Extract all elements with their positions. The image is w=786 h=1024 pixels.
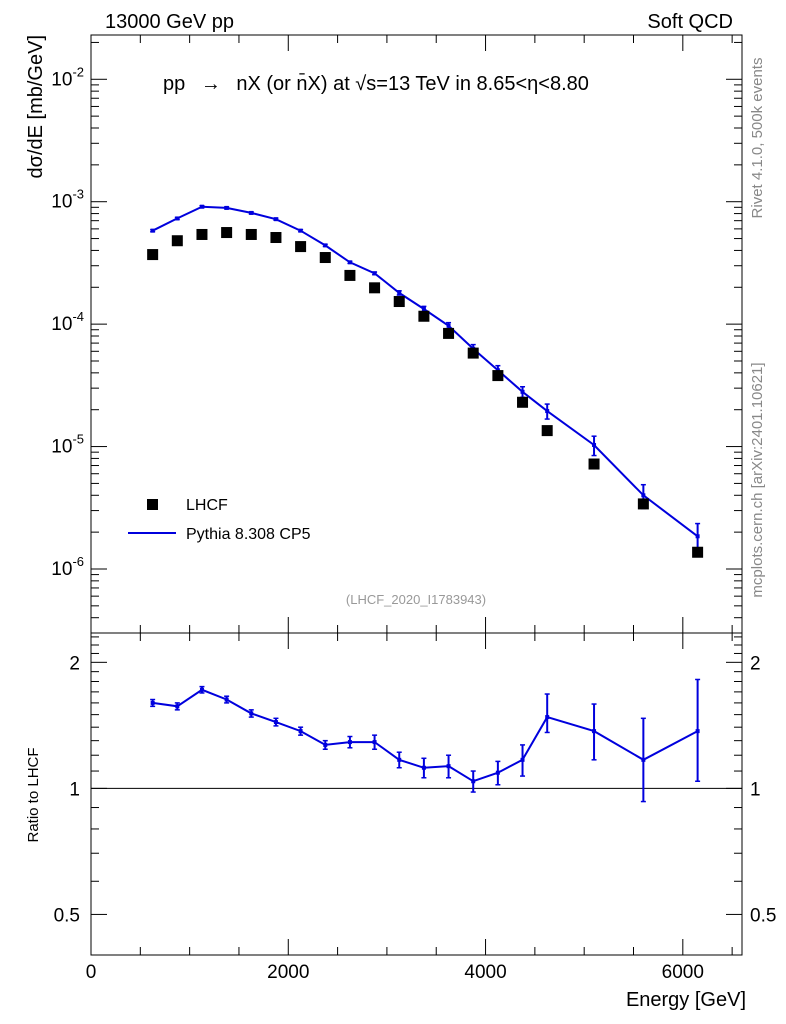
ratio-point <box>520 757 525 762</box>
ratio-point <box>175 704 180 709</box>
mc-series-line <box>152 205 699 538</box>
lhcf-data-point <box>517 396 529 408</box>
ratio-point <box>347 740 352 745</box>
lhcf-data-point <box>443 327 455 339</box>
legend-pythia-label: Pythia 8.308 CP5 <box>186 526 311 543</box>
ratio-point <box>298 729 303 734</box>
ratio-ylabel: Ratio to LHCF <box>25 747 42 842</box>
lhcf-data-point <box>295 241 307 253</box>
ratio-point <box>695 729 700 734</box>
legend-data-marker <box>147 499 158 510</box>
lhcf-data-point <box>588 458 600 470</box>
mc-point <box>421 306 426 311</box>
lhcf-data-point <box>196 228 208 240</box>
ratio-point <box>397 757 402 762</box>
mc-point <box>347 260 352 265</box>
lhcf-data-point <box>221 227 233 239</box>
ratio-ytick-label-right: 2 <box>750 653 761 674</box>
ratio-point <box>471 779 476 784</box>
main-ytick-label: 10-4 <box>51 309 84 335</box>
x-tick-label: 4000 <box>464 962 506 983</box>
mc-point <box>298 228 303 233</box>
ratio-point <box>495 770 500 775</box>
ratio-plot-frame <box>90 632 743 956</box>
lhcf-data-point <box>541 425 553 437</box>
mc-point <box>446 323 451 328</box>
lhcf-data-point <box>245 228 257 240</box>
ratio-ytick-label-right: 0.5 <box>750 905 776 926</box>
ratio-ytick-label-left: 2 <box>69 653 80 674</box>
mc-point <box>520 389 525 394</box>
x-tick-label: 2000 <box>267 962 309 983</box>
mc-point <box>175 216 180 221</box>
main-ytick-label: 10-6 <box>51 554 84 580</box>
mc-point <box>545 409 550 414</box>
lhcf-data-point <box>319 252 331 264</box>
ratio-point <box>323 742 328 747</box>
main-ylabel: dσ/dE [mb/GeV] <box>25 35 47 179</box>
main-ytick-label: 10-2 <box>51 64 84 90</box>
header-right: Soft QCD <box>647 11 733 33</box>
lhcf-data-point <box>344 269 356 281</box>
ratio-ytick-label-right: 1 <box>750 779 761 800</box>
mc-point <box>592 442 597 447</box>
lhcf-data-point <box>171 235 183 247</box>
mc-point <box>199 204 204 209</box>
mc-point <box>249 210 254 215</box>
ratio-point <box>150 700 155 705</box>
ratio-point <box>224 697 229 702</box>
ratio-point <box>199 687 204 692</box>
ratio-ytick-label-left: 0.5 <box>54 905 80 926</box>
main-ytick-label: 10-5 <box>51 432 84 458</box>
lhcf-data-point <box>492 370 504 382</box>
lhcf-data-point <box>418 310 430 322</box>
ratio-point <box>592 729 597 734</box>
mc-point <box>323 243 328 248</box>
ratio-point <box>249 711 254 716</box>
x-tick-label: 0 <box>86 962 97 983</box>
lhcf-data-point <box>393 296 405 308</box>
plot-title-body: nX (or n̄X) at √s=13 TeV in 8.65<η<8.80 <box>236 72 589 95</box>
lhcf-data-point <box>692 546 704 558</box>
ratio-ytick-label-left: 1 <box>69 779 80 800</box>
mc-point <box>695 534 700 539</box>
lhcf-data-point <box>270 232 282 244</box>
main-ytick-label: 10-3 <box>51 187 84 213</box>
plot-title-arrow: → <box>201 73 221 95</box>
mc-point <box>641 493 646 498</box>
lhcf-data-point <box>369 282 381 294</box>
analysis-watermark: (LHCF_2020_I1783943) <box>346 592 486 607</box>
legend-lhcf-label: LHCF <box>186 497 228 514</box>
ratio-point <box>273 720 278 725</box>
ratio-point <box>641 757 646 762</box>
lhcf-data-point <box>637 498 649 510</box>
mc-point <box>224 205 229 210</box>
x-axis-label: Energy [GeV] <box>626 989 746 1011</box>
ratio-point <box>421 765 426 770</box>
plot-title: pp → nX (or n̄X) at √s=13 TeV in 8.65<η<… <box>163 72 589 95</box>
mc-point <box>150 228 155 233</box>
rivet-label: Rivet 4.1.0, 500k events <box>749 58 766 219</box>
plot-title-prefix: pp <box>163 73 185 95</box>
mc-point <box>372 271 377 276</box>
source-label: mcplots.cern.ch [arXiv:2401.10621] <box>749 362 766 597</box>
lhcf-data-point <box>147 249 159 261</box>
ratio-point <box>372 740 377 745</box>
x-tick-label: 6000 <box>662 962 704 983</box>
mc-point <box>273 217 278 222</box>
mc-point <box>397 290 402 295</box>
ratio-series-line <box>152 688 699 783</box>
lhcf-data-point <box>467 347 479 359</box>
header-left: 13000 GeV pp <box>105 11 234 33</box>
ratio-point <box>446 764 451 769</box>
ratio-point <box>545 715 550 720</box>
main-plot-frame <box>90 34 743 634</box>
